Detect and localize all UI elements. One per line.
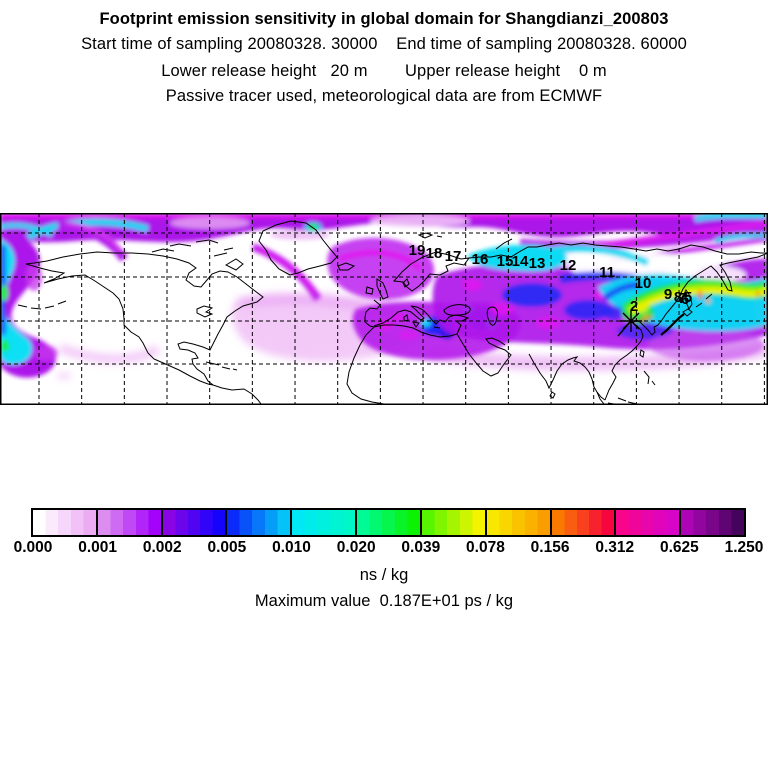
colorbar-segment <box>225 510 291 535</box>
trajectory-hour-label: 15 <box>497 253 514 270</box>
colorbar-tick-label: 0.002 <box>142 539 182 556</box>
trajectory-hour-label: 9 <box>664 286 672 303</box>
colorbar-segment <box>290 510 356 535</box>
trajectory-hour-label: 19 <box>409 242 426 259</box>
trajectory-hour-label: 5 <box>684 289 692 306</box>
colorbar-segment <box>33 510 96 535</box>
colorbar-segment <box>549 510 615 535</box>
colorbar-tick-label: 0.000 <box>13 539 53 556</box>
colorbar-segment <box>355 510 420 535</box>
colorbar-segment <box>614 510 680 535</box>
colorbar-tick-label: 0.020 <box>336 539 376 556</box>
colorbar-segment <box>679 510 744 535</box>
colorbar <box>31 508 746 537</box>
colorbar-tick-label: 0.312 <box>595 539 635 556</box>
colorbar-tick-label: 0.001 <box>78 539 118 556</box>
colorbar-tick-label: 0.010 <box>272 539 311 556</box>
colorbar-tick-label: 0.625 <box>659 539 699 556</box>
sampling-times-line: Start time of sampling 20080328. 30000 E… <box>81 35 687 53</box>
trajectory-hour-label: 16 <box>472 251 489 268</box>
trajectory-hour-label: 10 <box>635 275 652 292</box>
colorbar-tick-label: 0.156 <box>530 539 570 556</box>
max-value-label: Maximum value 0.187E+01 ps / kg <box>254 592 514 610</box>
tracer-info-line: Passive tracer used, meteorological data… <box>165 87 603 105</box>
release-heights-line: Lower release height 20 m Upper release … <box>161 62 607 80</box>
trajectory-hour-label: 2 <box>630 298 638 315</box>
trajectory-hour-label: 12 <box>560 257 577 274</box>
colorbar-segment <box>419 510 485 535</box>
trajectory-hour-label: 14 <box>512 253 529 270</box>
map-coastlines <box>17 220 768 405</box>
world-map: 19 18 17 16 15 14 13 12 11 10 9 8 7 6 5 2 <box>0 213 768 405</box>
source-location-marker <box>617 310 642 337</box>
colorbar-units-label: ns / kg <box>359 566 409 584</box>
colorbar-tick-label: 0.005 <box>207 539 247 556</box>
colorbar-tick-label: 1.250 <box>724 539 764 556</box>
trajectory-hour-label: 18 <box>426 245 443 262</box>
emission-plumes <box>0 213 768 378</box>
map-border <box>0 213 768 405</box>
page-title: Footprint emission sensitivity in global… <box>99 10 669 28</box>
trajectory-hour-label: 11 <box>599 264 615 281</box>
colorbar-segment <box>95 510 161 535</box>
colorbar-tick-label: 0.039 <box>401 539 441 556</box>
colorbar-segment <box>484 510 550 535</box>
trajectory-hour-label: 17 <box>445 248 462 265</box>
trajectory-hour-label: 6 <box>681 291 689 308</box>
colorbar-segment <box>160 510 226 535</box>
trajectory-hour-label: 8 <box>674 289 682 306</box>
trajectory-hour-label: 13 <box>529 255 546 272</box>
trajectory-hour-label: 7 <box>678 290 686 307</box>
colorbar-tick-label: 0.078 <box>466 539 505 556</box>
